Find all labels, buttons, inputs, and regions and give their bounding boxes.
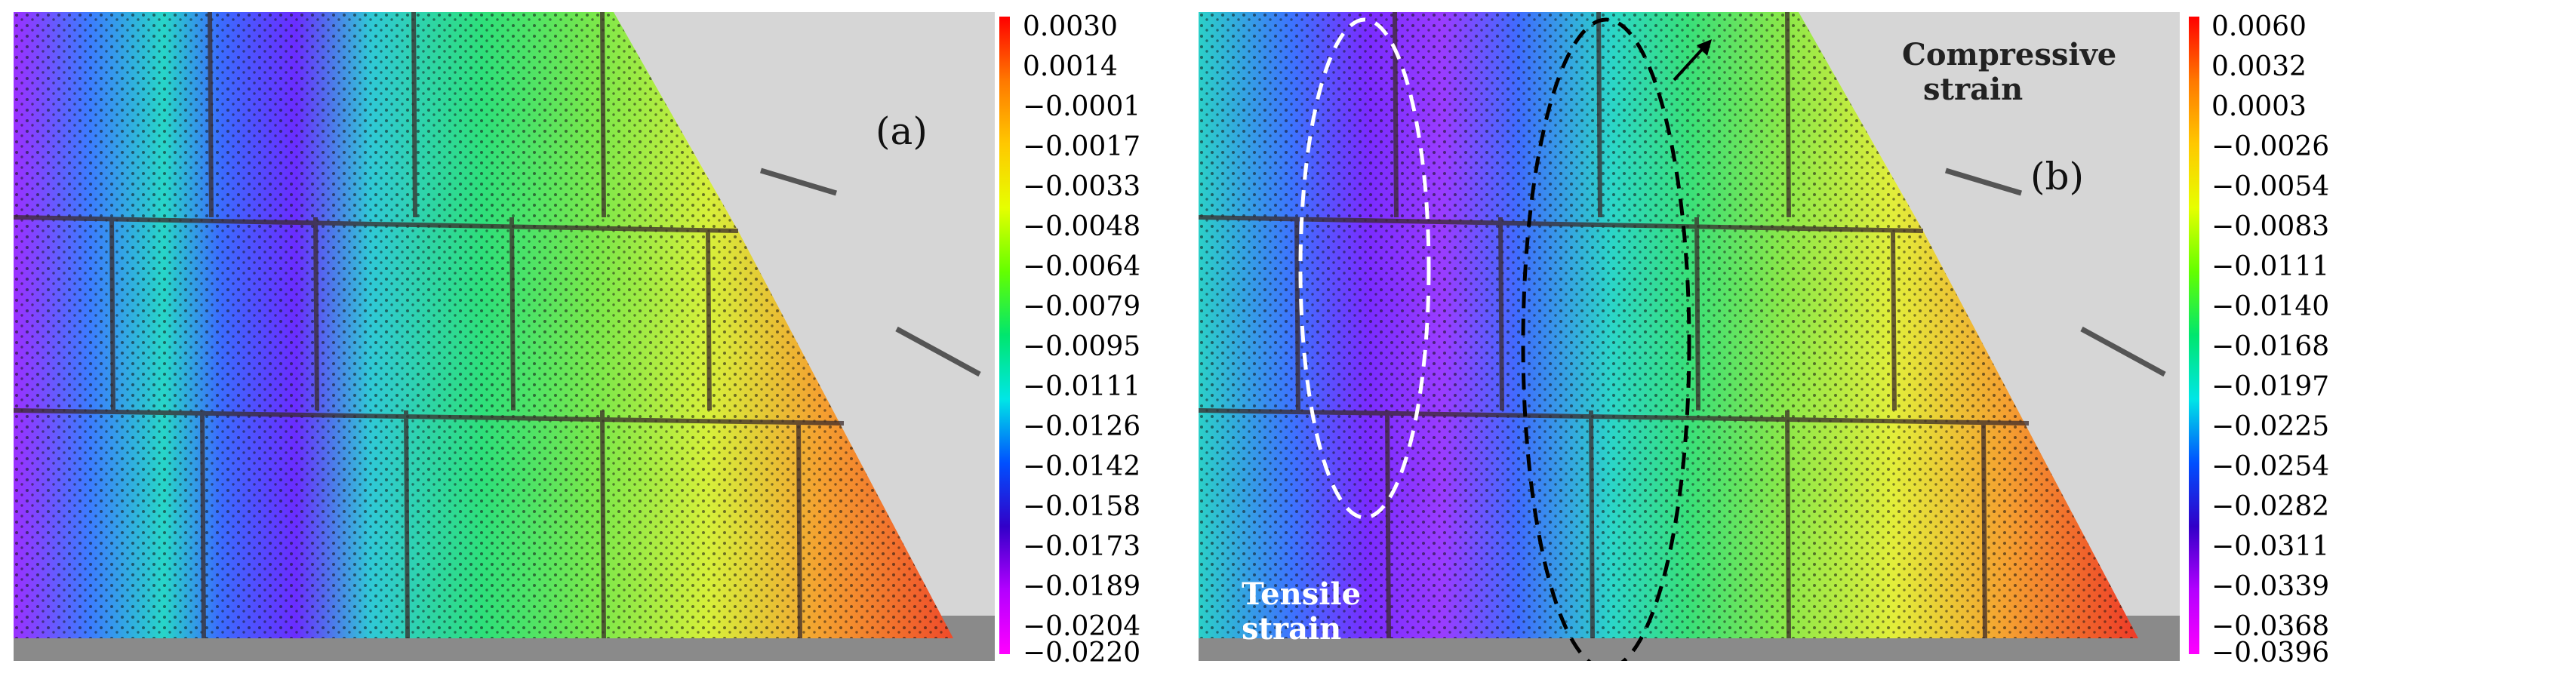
scale-b-tick: −0.0339 xyxy=(2211,571,2330,602)
scale-b-tick: −0.0054 xyxy=(2211,171,2330,202)
scale-a-tick: −0.0204 xyxy=(1023,611,1141,642)
scale-b-tick: 0.0032 xyxy=(2211,51,2307,82)
tensile-label-line1: Tensile xyxy=(1242,576,1362,612)
scale-a-tick: −0.0189 xyxy=(1023,571,1141,602)
scale-b-tick: −0.0396 xyxy=(2211,638,2330,668)
scale-a-tick: −0.0126 xyxy=(1023,411,1141,442)
scale-b-tick: 0.0060 xyxy=(2211,11,2307,42)
scale-a-tick: −0.0001 xyxy=(1023,91,1141,122)
tensile-zone-ellipse xyxy=(1298,17,1431,520)
scale-b-tick: −0.0168 xyxy=(2211,331,2330,362)
scale-a-tick: 0.0014 xyxy=(1023,51,1118,82)
scale-a-tick: −0.0064 xyxy=(1023,251,1141,282)
compressive-label-line1: Compressive xyxy=(1902,37,2117,72)
scale-a-tick: −0.0111 xyxy=(1023,371,1141,402)
scale-b-tick: 0.0003 xyxy=(2211,91,2307,122)
colorbar-a-scale: 0.0030 0.0014 −0.0001 −0.0017 −0.0033 −0… xyxy=(1023,0,1219,673)
colorbar-b xyxy=(2189,17,2199,654)
scale-b-tick: −0.0026 xyxy=(2211,131,2330,162)
panel-b-label: (b) xyxy=(2030,155,2085,198)
scale-b-tick: −0.0254 xyxy=(2211,451,2330,482)
scale-b-tick: −0.0111 xyxy=(2211,251,2330,282)
scale-a-tick: −0.0017 xyxy=(1023,131,1141,162)
scale-a-tick: −0.0048 xyxy=(1023,211,1141,242)
scale-a-tick: −0.0158 xyxy=(1023,491,1141,522)
scale-a-tick: −0.0142 xyxy=(1023,451,1141,482)
scale-a-tick: −0.0033 xyxy=(1023,171,1141,202)
compressive-strain-annotation: Compressive strain xyxy=(1902,38,2116,107)
scale-b-tick: −0.0140 xyxy=(2211,291,2330,322)
scale-b-tick: −0.0197 xyxy=(2211,371,2330,402)
scale-a-tick: 0.0030 xyxy=(1023,11,1118,42)
scale-a-tick: −0.0220 xyxy=(1023,638,1141,668)
tensile-label-line2: strain xyxy=(1242,611,1342,647)
scale-b-tick: −0.0282 xyxy=(2211,491,2330,522)
strain-field-image-a xyxy=(14,12,995,661)
colorbar-a xyxy=(999,17,1010,654)
scale-b-tick: −0.0368 xyxy=(2211,611,2330,642)
scale-a-tick: −0.0173 xyxy=(1023,531,1141,562)
tensile-strain-annotation: Tensile strain xyxy=(1242,577,1361,647)
panel-a-label: (a) xyxy=(876,109,928,153)
scale-b-tick: −0.0083 xyxy=(2211,211,2330,242)
strain-field-image-b xyxy=(1199,12,2180,661)
scale-a-tick: −0.0079 xyxy=(1023,291,1141,322)
compressive-label-line2: strain xyxy=(1923,72,2024,107)
compressive-zone-ellipse xyxy=(1521,17,1691,661)
scale-a-tick: −0.0095 xyxy=(1023,331,1141,362)
scale-b-tick: −0.0225 xyxy=(2211,411,2330,442)
scale-b-tick: −0.0311 xyxy=(2211,531,2330,562)
colorbar-b-scale: 0.0060 0.0032 0.0003 −0.0026 −0.0054 −0.… xyxy=(2211,0,2408,673)
